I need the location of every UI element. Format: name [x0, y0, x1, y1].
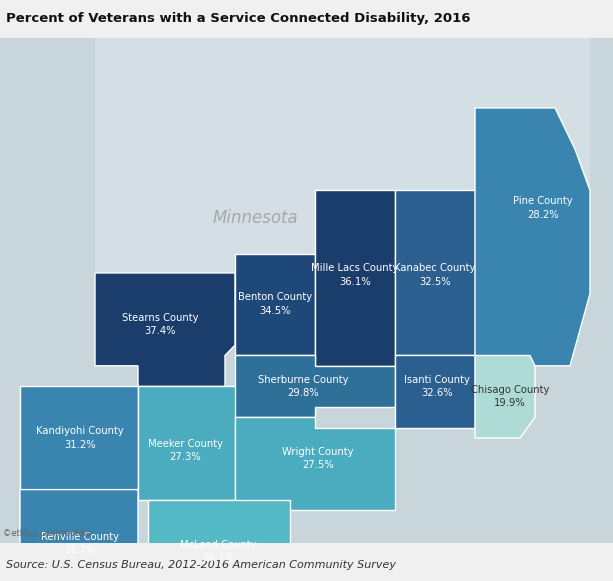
Polygon shape [225, 356, 395, 417]
Text: Minnesota: Minnesota [212, 209, 298, 227]
Text: Stearns County
37.4%: Stearns County 37.4% [122, 313, 198, 336]
Text: Source: U.S. Census Bureau, 2012-2016 American Community Survey: Source: U.S. Census Bureau, 2012-2016 Am… [6, 560, 396, 570]
Text: Pine County
28.2%: Pine County 28.2% [513, 196, 573, 220]
Text: Mille Lacs County
36.1%: Mille Lacs County 36.1% [311, 263, 398, 286]
Polygon shape [20, 386, 138, 490]
Polygon shape [20, 490, 138, 581]
Polygon shape [0, 38, 613, 543]
Text: Kanabec County
32.5%: Kanabec County 32.5% [394, 263, 476, 286]
Polygon shape [95, 273, 235, 386]
Text: Wright County
27.5%: Wright County 27.5% [282, 447, 354, 470]
Polygon shape [395, 356, 475, 428]
Text: Sherburne County
29.8%: Sherburne County 29.8% [257, 375, 348, 398]
Polygon shape [0, 38, 613, 543]
Text: McLeod County
26.7%: McLeod County 26.7% [180, 540, 256, 563]
Text: Benton County
34.5%: Benton County 34.5% [238, 292, 312, 315]
Polygon shape [138, 386, 235, 500]
Text: Kandiyohi County
31.2%: Kandiyohi County 31.2% [36, 426, 124, 450]
Polygon shape [475, 356, 535, 438]
Text: Percent of Veterans with a Service Connected Disability, 2016: Percent of Veterans with a Service Conne… [6, 12, 471, 26]
Polygon shape [235, 254, 315, 356]
Text: Isanti County
32.6%: Isanti County 32.6% [404, 375, 470, 398]
Polygon shape [148, 500, 290, 581]
Polygon shape [315, 191, 395, 366]
Polygon shape [235, 417, 395, 510]
Text: Renville County
31.7%: Renville County 31.7% [41, 532, 119, 555]
Polygon shape [395, 191, 475, 356]
Text: ©etMap contributors: ©etMap contributors [3, 529, 91, 538]
Polygon shape [475, 108, 590, 366]
Text: Chisago County
19.9%: Chisago County 19.9% [471, 385, 549, 408]
Text: Meeker County
27.3%: Meeker County 27.3% [148, 439, 223, 462]
